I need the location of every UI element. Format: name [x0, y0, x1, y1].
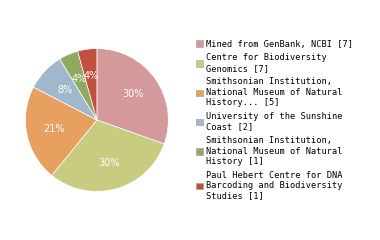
Wedge shape	[60, 51, 97, 120]
Text: 30%: 30%	[98, 158, 120, 168]
Wedge shape	[33, 59, 97, 120]
Text: 30%: 30%	[122, 90, 144, 99]
Text: 4%: 4%	[83, 71, 98, 81]
Wedge shape	[25, 87, 97, 175]
Legend: Mined from GenBank, NCBI [7], Centre for Biodiversity
Genomics [7], Smithsonian : Mined from GenBank, NCBI [7], Centre for…	[194, 38, 355, 202]
Wedge shape	[52, 120, 164, 192]
Text: 4%: 4%	[71, 74, 87, 84]
Wedge shape	[97, 48, 168, 144]
Wedge shape	[78, 48, 97, 120]
Text: 21%: 21%	[43, 124, 64, 134]
Text: 8%: 8%	[57, 85, 72, 95]
